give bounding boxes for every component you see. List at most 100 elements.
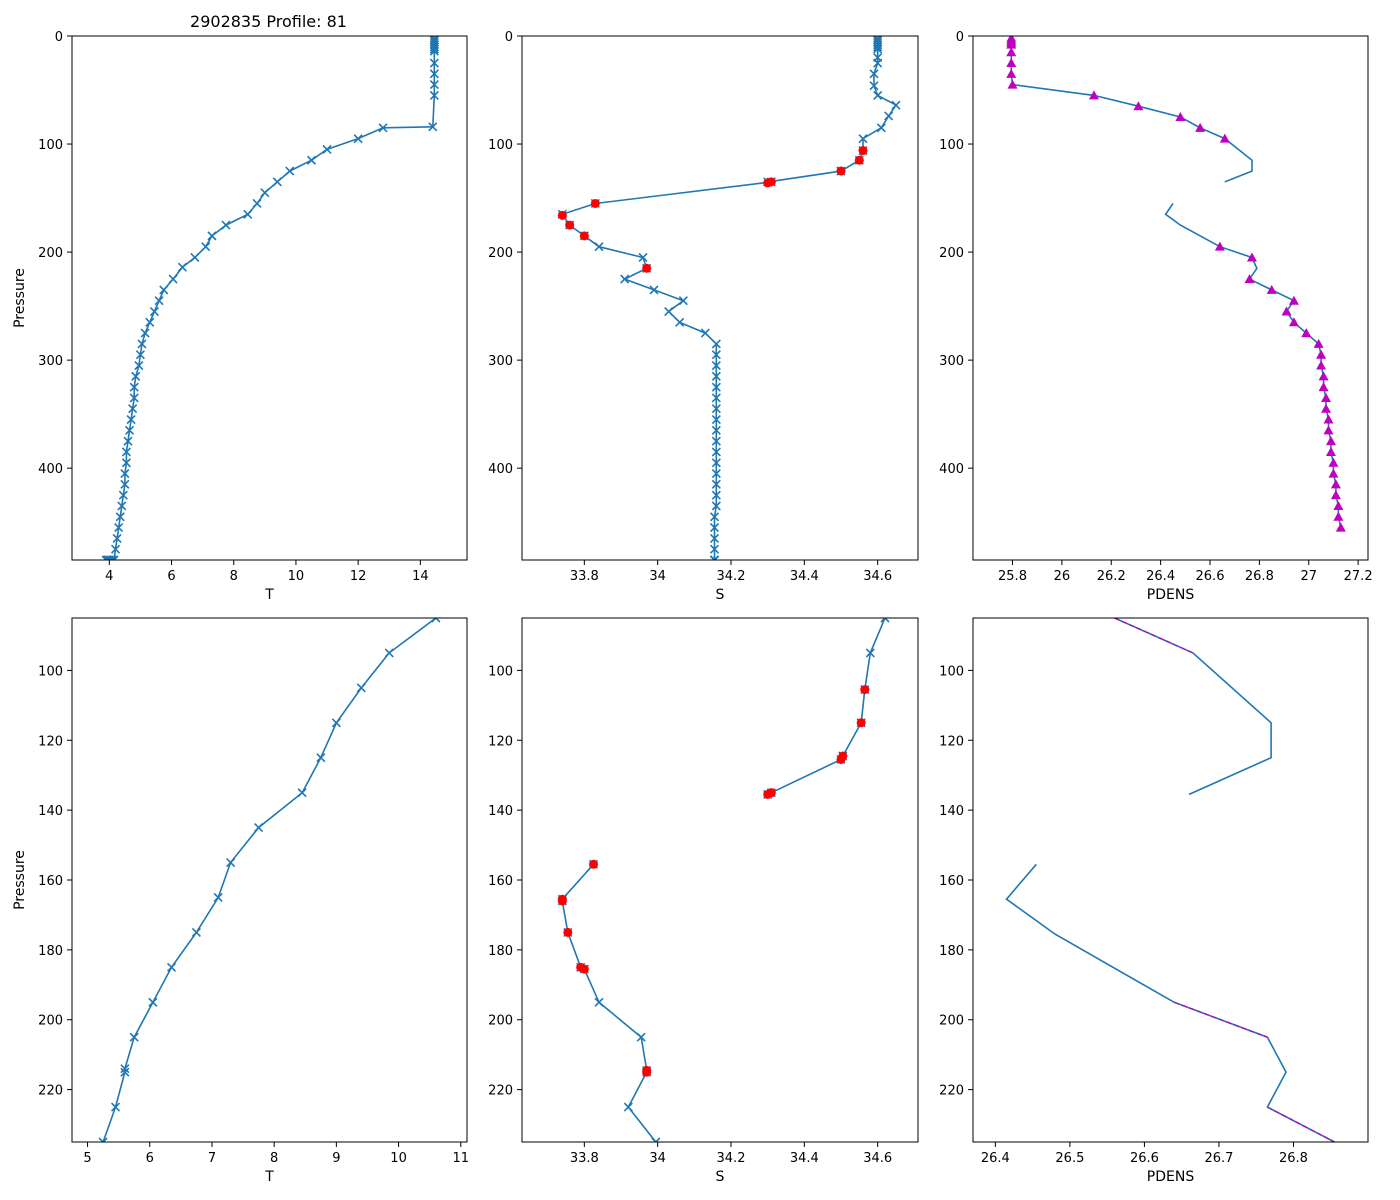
x-tick-label: 14: [412, 569, 429, 584]
pdens-point-marker: [1313, 338, 1324, 348]
pdens-point-marker: [1318, 382, 1329, 392]
pdens-point-marker: [1007, 79, 1018, 89]
flagged-point-marker: [836, 754, 846, 764]
axes-frame: [71, 617, 468, 1143]
data-point-x-marker: [137, 339, 147, 349]
x-tick-label: 26.4: [981, 1151, 1010, 1166]
data-point-x-marker: [873, 42, 883, 52]
data-point-x-marker: [110, 544, 121, 554]
data-point-x-marker: [711, 382, 721, 392]
data-point-x-marker: [145, 317, 155, 327]
flagged-point-marker: [860, 685, 870, 695]
data-point-x-marker: [869, 81, 879, 91]
data-point-x-marker: [101, 555, 111, 560]
y-tick-label: 100: [488, 664, 513, 679]
x-tick-label: 5: [83, 1151, 91, 1166]
x-tick-label: 10: [390, 1151, 407, 1166]
data-point-x-marker: [429, 80, 439, 90]
y-tick-label: 180: [38, 944, 63, 959]
y-tick-label: 0: [55, 30, 63, 45]
data-point-x-marker: [869, 69, 879, 79]
x-tick-label: 34.6: [863, 569, 892, 584]
data-point-x-marker: [213, 892, 223, 903]
series-t: [98, 618, 441, 1142]
x-axis-label: T: [264, 587, 274, 603]
y-tick-label: 120: [38, 734, 63, 749]
y-tick-label: 160: [38, 874, 63, 889]
data-point-x-marker: [876, 123, 886, 133]
x-tick-label: 26.4: [1146, 569, 1175, 584]
axes-frame: [521, 617, 919, 1143]
data-point-x-marker: [594, 242, 604, 252]
flagged-point-marker: [836, 166, 846, 176]
y-tick-label: 120: [939, 734, 964, 749]
x-tick-label: 6: [167, 569, 175, 584]
x-tick-label: 34.2: [717, 569, 746, 584]
data-point-x-marker: [711, 436, 721, 446]
pdens-point-marker: [1301, 328, 1312, 338]
series-s-flagged: [557, 685, 870, 1077]
pdens-point-marker: [1246, 252, 1257, 262]
y-tick-label: 100: [939, 138, 964, 153]
y-tick-label: 0: [505, 30, 513, 45]
pdens-point-marker: [1333, 500, 1344, 510]
x-tick-label: 10: [288, 569, 305, 584]
pdens-point-marker: [1133, 101, 1144, 111]
subplot-1: 4 6 8 10 12 14 0 100 200 300 400 T Pressure: [12, 30, 468, 603]
data-point-x-marker: [858, 134, 868, 144]
series-t: [101, 36, 439, 560]
y-tick-label: 220: [38, 1084, 63, 1099]
data-point-x-marker: [709, 523, 720, 533]
pdens-point-marker: [1266, 284, 1277, 294]
data-point-x-marker: [120, 479, 130, 489]
data-point-x-marker: [128, 404, 138, 414]
pdens-point-marker: [1175, 112, 1186, 122]
data-point-x-marker: [664, 306, 674, 317]
data-point-x-marker: [103, 555, 113, 560]
data-point-x-marker: [429, 90, 439, 100]
figure-title: 2902835 Profile: 81: [190, 12, 347, 31]
x-tick-label: 26.7: [1204, 1151, 1233, 1166]
data-point-x-marker: [124, 425, 135, 435]
flagged-point-marker: [579, 964, 589, 974]
y-tick-label: 400: [38, 462, 63, 477]
data-point-x-marker: [114, 523, 124, 533]
data-point-x-marker: [115, 512, 125, 522]
data-point-x-marker: [254, 823, 264, 833]
y-tick-label: 200: [38, 246, 63, 261]
data-point-x-marker: [711, 425, 721, 435]
axes-frame: [972, 35, 1369, 561]
x-tick-label: 8: [270, 1151, 278, 1166]
axes-frame: [521, 35, 919, 561]
y-tick-label: 200: [939, 1014, 964, 1029]
data-point-x-marker: [651, 1137, 661, 1142]
data-point-x-marker: [711, 339, 721, 349]
y-tick-label: 120: [488, 734, 513, 749]
data-point-x-marker: [711, 371, 721, 381]
x-axis-label: PDENS: [1147, 1169, 1195, 1185]
data-point-x-marker: [134, 360, 144, 371]
data-point-x-marker: [428, 122, 438, 132]
subplot-3: 25.8 26 26.2 26.4 26.6 26.8 27 27.2 0 100 200 300 40…: [939, 30, 1372, 603]
x-tick-label: 34.2: [717, 1151, 746, 1166]
data-point-x-marker: [636, 1032, 646, 1042]
pdens-point-marker: [1328, 457, 1339, 467]
subplot-4: 5 6 7 8 9 10 11 100 120 140 160 180 200 220 T Pressure: [12, 617, 469, 1185]
x-tick-label: 33.8: [570, 569, 599, 584]
pdens-point-marker: [1219, 133, 1230, 143]
y-tick-label: 400: [488, 462, 513, 477]
pdens-point-marker: [1316, 349, 1327, 359]
data-point-x-marker: [678, 296, 688, 306]
pdens-point-marker: [1318, 371, 1329, 381]
y-tick-label: 0: [956, 30, 964, 45]
x-tick-label: 4: [105, 569, 113, 584]
data-point-x-marker: [121, 447, 131, 457]
data-point-x-marker: [711, 360, 721, 371]
data-point-x-marker: [140, 328, 150, 338]
data-point-x-marker: [711, 393, 721, 403]
x-tick-label: 26.2: [1097, 569, 1126, 584]
y-tick-label: 100: [488, 138, 513, 153]
y-tick-label: 180: [939, 944, 964, 959]
